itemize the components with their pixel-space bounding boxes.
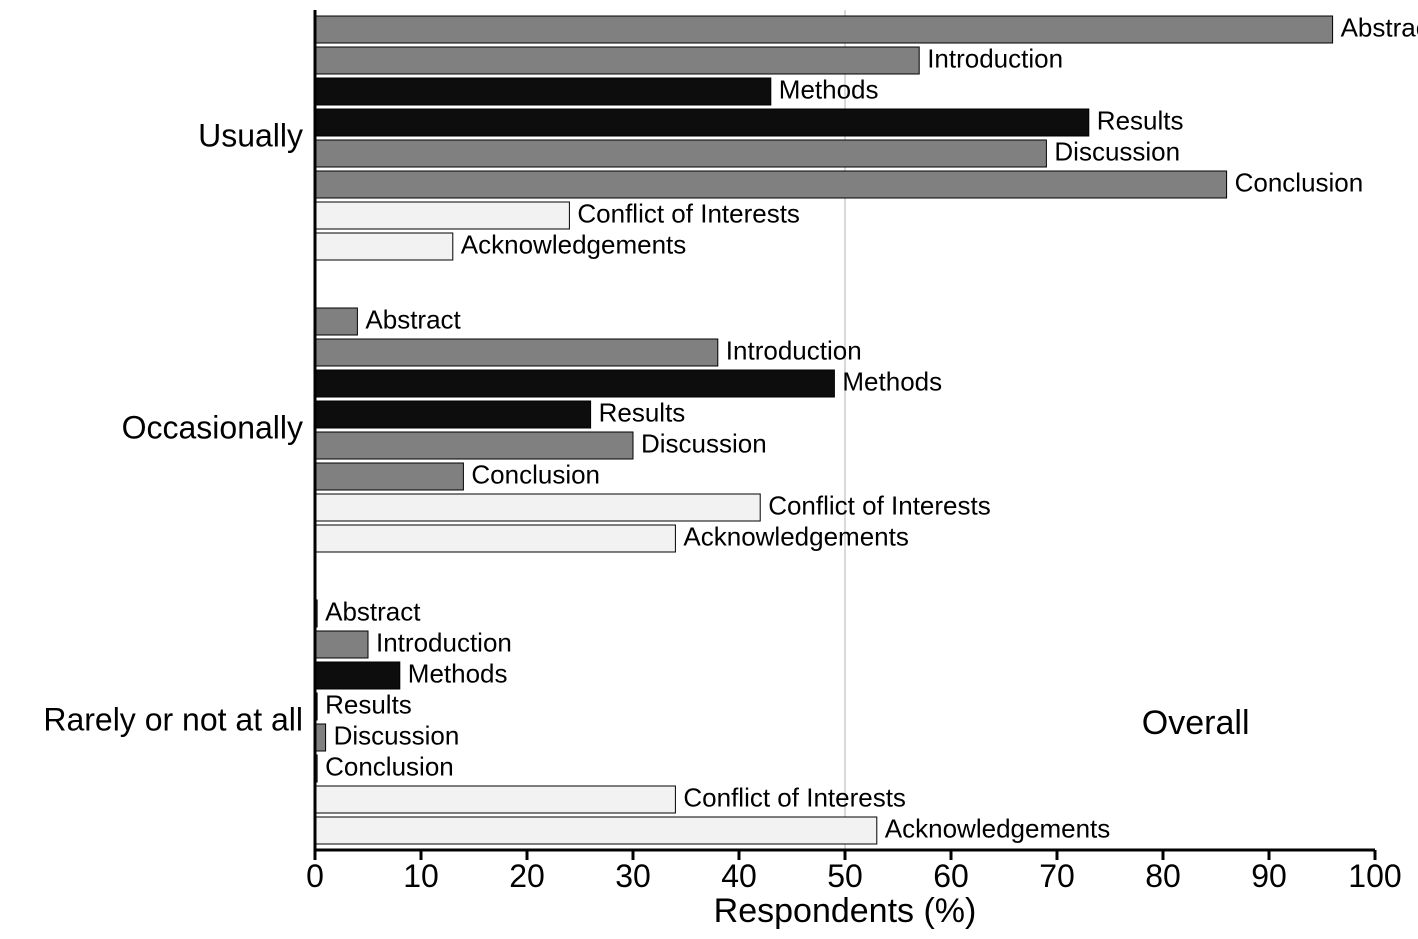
bar-label: Abstract [365,304,461,334]
x-tick-label: 40 [721,858,757,894]
bar-label: Conflict of Interests [577,198,800,228]
y-tick-label: Occasionally [122,409,303,445]
bar-chart: AbstractIntroductionMethodsResultsDiscus… [0,0,1418,939]
bar-label: Discussion [1054,136,1180,166]
bar-rarely-or-not-at-all-conflict-of-interests [315,786,675,813]
bar-occasionally-conclusion [315,463,463,490]
bar-label: Conflict of Interests [683,782,906,812]
x-tick-label: 30 [615,858,651,894]
bar-label: Methods [842,366,942,396]
x-tick-label: 0 [306,858,324,894]
bar-label: Acknowledgements [885,813,1110,843]
chart-container: AbstractIntroductionMethodsResultsDiscus… [0,0,1418,939]
bar-occasionally-results [315,401,591,428]
bar-occasionally-discussion [315,432,633,459]
bar-label: Introduction [726,335,862,365]
bar-occasionally-abstract [315,308,357,335]
bar-label: Conclusion [471,459,600,489]
bar-label: Methods [408,658,508,688]
y-tick-label: Usually [198,117,303,153]
x-tick-label: 10 [403,858,439,894]
bar-occasionally-methods [315,370,834,397]
bar-label: Introduction [927,43,1063,73]
bar-usually-conclusion [315,171,1227,198]
bar-label: Results [599,397,686,427]
bar-label: Conclusion [1235,167,1364,197]
overall-label: Overall [1142,704,1250,742]
bar-usually-discussion [315,140,1046,167]
bar-label: Results [1097,105,1184,135]
bar-label: Acknowledgements [683,521,908,551]
bar-usually-acknowledgements [315,233,453,260]
x-tick-label: 60 [933,858,969,894]
x-tick-label: 90 [1251,858,1287,894]
bar-label: Abstract [325,596,421,626]
x-tick-label: 80 [1145,858,1181,894]
x-tick-label: 50 [827,858,863,894]
x-axis-title: Respondents (%) [714,892,977,930]
bar-rarely-or-not-at-all-discussion [315,724,326,751]
bar-rarely-or-not-at-all-acknowledgements [315,817,877,844]
bar-label: Discussion [641,428,767,458]
bar-usually-introduction [315,47,919,74]
y-tick-label: Rarely or not at all [43,701,303,737]
bar-usually-methods [315,78,771,105]
bar-label: Discussion [334,720,460,750]
bar-label: Abstract [1341,12,1418,42]
bar-usually-abstract [315,16,1333,43]
bar-label: Introduction [376,627,512,657]
bar-occasionally-conflict-of-interests [315,494,760,521]
bar-usually-results [315,109,1089,136]
x-tick-label: 70 [1039,858,1075,894]
bar-label: Acknowledgements [461,229,686,259]
x-tick-label: 20 [509,858,545,894]
bar-occasionally-introduction [315,339,718,366]
bar-label: Results [325,689,412,719]
x-tick-label: 100 [1348,858,1401,894]
bar-label: Methods [779,74,879,104]
bar-label: Conflict of Interests [768,490,991,520]
bar-usually-conflict-of-interests [315,202,569,229]
bar-occasionally-acknowledgements [315,525,675,552]
bar-rarely-or-not-at-all-methods [315,662,400,689]
bar-label: Conclusion [325,751,454,781]
bar-rarely-or-not-at-all-introduction [315,631,368,658]
